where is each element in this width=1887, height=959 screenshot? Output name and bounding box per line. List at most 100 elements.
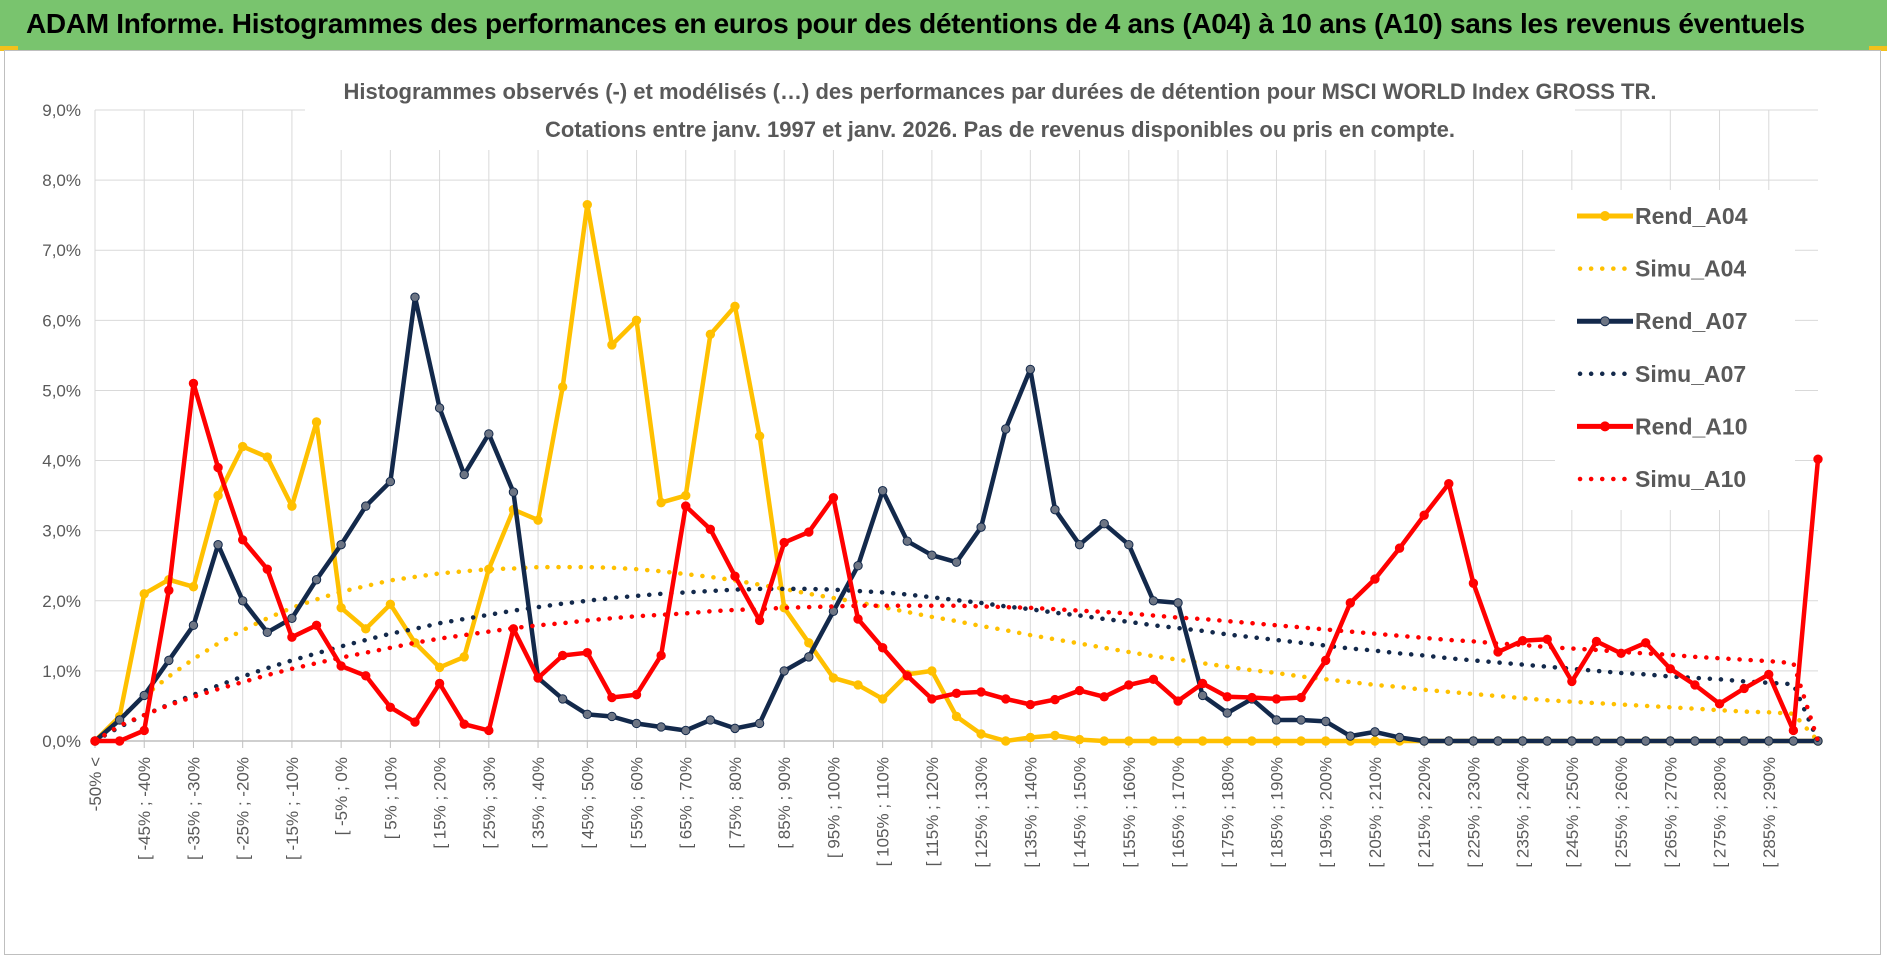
series-line (92, 564, 1821, 744)
data-point (361, 501, 371, 511)
data-point (1739, 683, 1749, 694)
y-tick-label: 9,0% (42, 101, 81, 120)
data-point (1001, 694, 1011, 704)
report-title: ADAM Informe. Histogrammes des performan… (26, 8, 1805, 39)
x-tick-label: [ 275% ; 280% (1711, 757, 1730, 868)
data-point (681, 490, 691, 501)
data-point (656, 497, 666, 508)
data-point (361, 624, 371, 634)
data-point (1764, 669, 1774, 680)
y-tick-label: 6,0% (42, 311, 81, 330)
data-point (779, 537, 789, 548)
data-point (631, 718, 642, 729)
data-point (484, 725, 494, 736)
data-point (927, 694, 937, 704)
data-point (853, 614, 863, 624)
data-point (976, 687, 986, 697)
x-tick-label: [ 185% ; 190% (1267, 757, 1286, 868)
data-point (1493, 736, 1503, 746)
data-point (927, 550, 937, 560)
y-tick-label: 7,0% (42, 241, 81, 260)
data-point (164, 585, 174, 595)
data-point (459, 469, 469, 480)
data-point (410, 717, 420, 727)
data-point (828, 673, 839, 683)
data-point (1788, 736, 1799, 746)
data-point (188, 378, 199, 389)
legend-box (1555, 190, 1795, 510)
data-point (1124, 680, 1134, 690)
data-point (1591, 636, 1602, 647)
data-point (1271, 694, 1282, 704)
x-tick-label: [ 95% ; 100% (824, 757, 843, 858)
data-point (1001, 736, 1011, 746)
data-point (1197, 678, 1208, 689)
data-point (1591, 736, 1602, 746)
data-point (164, 655, 174, 666)
chart-title-line2: Cotations entre janv. 1997 et janv. 2026… (545, 117, 1455, 142)
data-point (1517, 736, 1528, 746)
data-point (533, 673, 543, 683)
data-point (557, 382, 568, 392)
data-point (1542, 634, 1552, 645)
y-tick-label: 2,0% (42, 592, 81, 611)
data-point (1296, 715, 1306, 725)
data-point (976, 522, 986, 532)
data-point (1493, 647, 1503, 657)
data-point (1690, 736, 1700, 746)
data-point (188, 582, 199, 592)
data-point (1690, 680, 1700, 690)
data-point (1788, 725, 1799, 736)
data-point (1296, 692, 1306, 703)
data-point (1345, 731, 1356, 741)
x-tick-label: [ 65% ; 70% (677, 757, 696, 849)
series-simu-a10 (92, 603, 1821, 744)
data-point (1173, 696, 1183, 706)
data-point (114, 715, 125, 725)
data-point (1567, 676, 1577, 687)
data-point (336, 603, 346, 613)
data-point (607, 692, 617, 703)
legend-label: Rend_A04 (1635, 203, 1748, 229)
data-point (385, 599, 396, 609)
data-point (1468, 578, 1479, 588)
data-point (1001, 424, 1011, 434)
legend-label: Rend_A07 (1635, 308, 1747, 334)
data-point (1468, 736, 1479, 746)
data-point (1714, 736, 1725, 746)
data-point (754, 718, 765, 729)
data-point (1370, 574, 1380, 584)
data-point (730, 571, 740, 581)
x-tick-label: [ 175% ; 180% (1218, 757, 1237, 868)
data-point (582, 199, 592, 210)
data-point (1074, 539, 1085, 550)
legend: Rend_A04 Simu_A04 Rend_A07 Simu_A07 Rend_A10… (1555, 190, 1795, 510)
data-point (533, 515, 543, 525)
data-point (1419, 510, 1429, 520)
data-point (1124, 539, 1134, 550)
x-tick-label: [ 5% ; 10% (381, 757, 400, 839)
data-point (262, 452, 272, 462)
legend-label: Simu_A10 (1635, 466, 1746, 492)
data-point (582, 647, 592, 658)
legend-label: Simu_A04 (1635, 256, 1746, 282)
data-point (1394, 543, 1405, 553)
x-tick-label: [ -35% ; -30% (184, 757, 203, 860)
corner-accent-left (0, 46, 18, 51)
x-tick-label: [ 165% ; 170% (1169, 757, 1188, 868)
data-point (1444, 478, 1454, 489)
data-point (508, 487, 519, 497)
title-backing (305, 74, 1575, 150)
series-line (92, 603, 1821, 744)
data-point (853, 680, 863, 690)
data-point (705, 524, 716, 534)
data-point (754, 431, 765, 441)
data-point (927, 666, 937, 676)
data-point (1641, 736, 1651, 746)
data-point (213, 462, 223, 473)
data-point (1074, 734, 1085, 745)
data-point (877, 486, 888, 496)
data-point (828, 493, 839, 503)
data-point (1665, 664, 1676, 674)
